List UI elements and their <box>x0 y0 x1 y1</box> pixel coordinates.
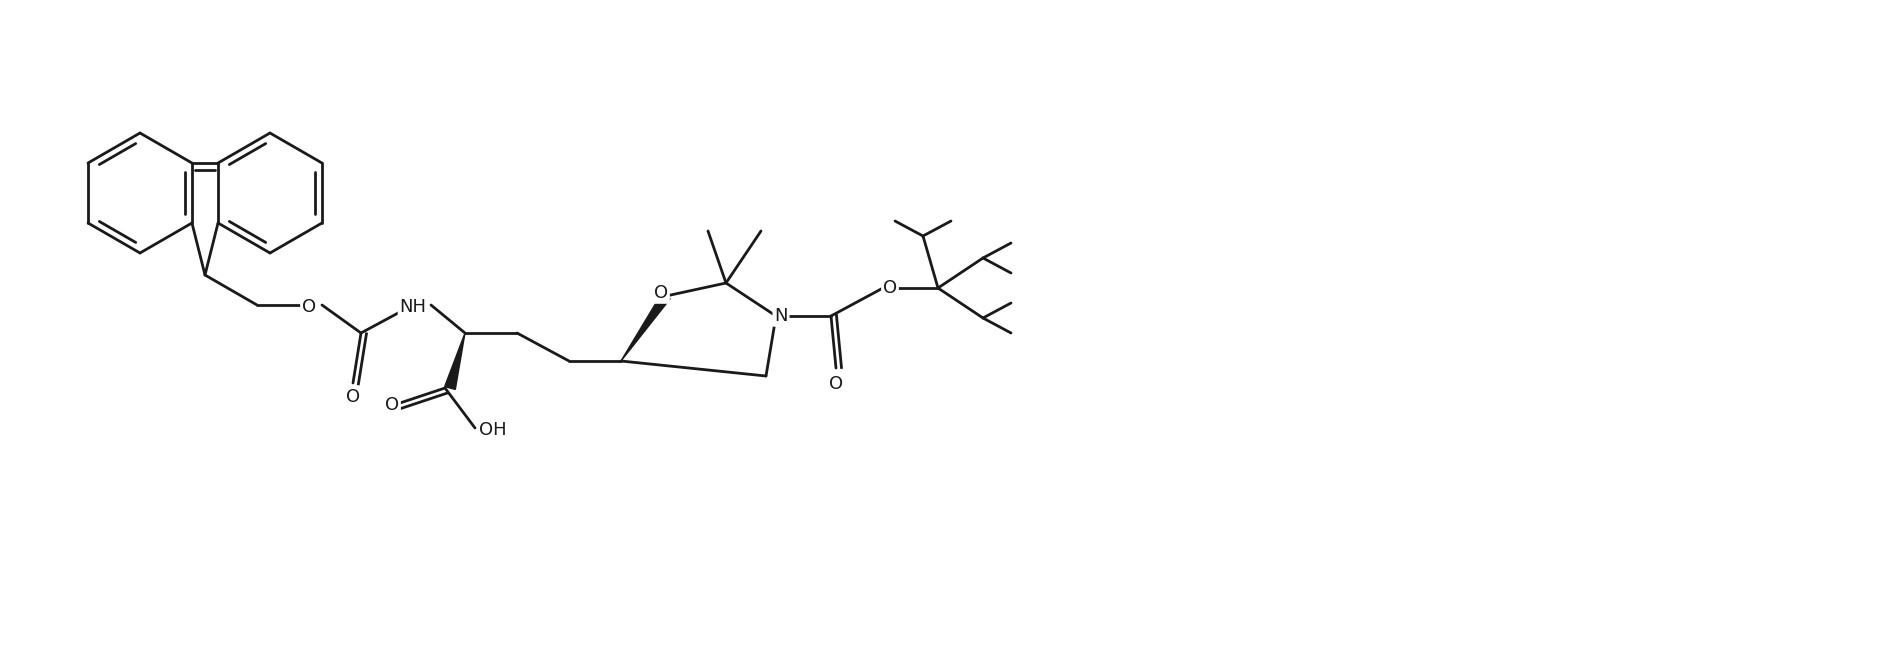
Text: N: N <box>774 307 787 325</box>
Text: O: O <box>884 279 897 297</box>
Polygon shape <box>621 293 670 361</box>
Text: O: O <box>829 375 844 393</box>
Text: O: O <box>653 284 668 302</box>
Text: O: O <box>385 396 398 414</box>
Polygon shape <box>446 333 464 389</box>
Text: NH: NH <box>400 298 427 316</box>
Text: O: O <box>302 298 315 316</box>
Text: OH: OH <box>480 421 506 439</box>
Text: O: O <box>346 388 361 406</box>
